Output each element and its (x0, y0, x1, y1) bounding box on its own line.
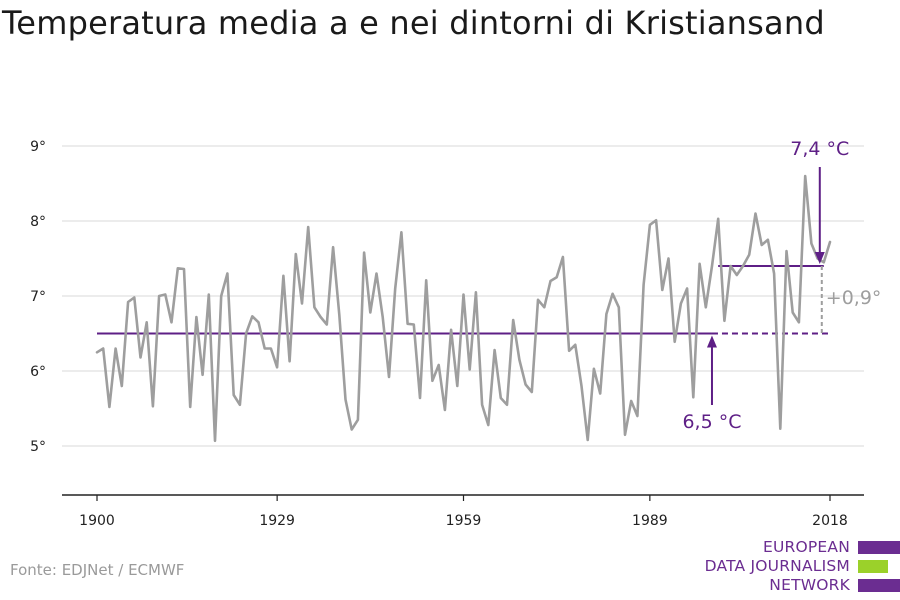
logo-line-data-journalism: DATA JOURNALISM (704, 557, 850, 575)
y-axis-ticks: 5° 6° 7° 8° 9° (30, 139, 46, 455)
x-tick-label-1929: 1929 (259, 513, 295, 529)
baseline-average-arrow-head (706, 335, 717, 348)
y-tick-label-6: 6° (30, 364, 46, 380)
logo-bar-green (858, 560, 888, 573)
recent-average-label: 7,4 °C (790, 138, 849, 160)
x-tick-label-1989: 1989 (632, 513, 668, 529)
series-layer (95, 174, 832, 443)
x-axis: 1900 1929 1959 1989 2018 (62, 494, 864, 529)
x-tick-label-1959: 1959 (446, 513, 482, 529)
logo-bar-purple-top (858, 541, 900, 554)
logo-line-network: NETWORK (769, 576, 850, 594)
baseline-average-label: 6,5 °C (682, 411, 741, 433)
recent-average-arrow-head (814, 252, 825, 264)
logo-bar-purple-bottom (858, 579, 900, 592)
annotations: +0,9° 7,4 °C 6,5 °C (682, 138, 881, 433)
y-tick-label-9: 9° (30, 139, 46, 155)
edjnet-logo: EUROPEAN DATA JOURNALISM NETWORK (700, 538, 900, 598)
difference-label: +0,9° (826, 287, 882, 309)
temperature-series-line (95, 174, 832, 443)
source-note: Fonte: EDJNet / ECMWF (10, 561, 185, 579)
x-tick-label-1900: 1900 (79, 513, 115, 529)
reference-lines (97, 265, 830, 335)
y-tick-label-8: 8° (30, 214, 46, 230)
y-tick-label-5: 5° (30, 439, 46, 455)
logo-line-european: EUROPEAN (762, 538, 850, 556)
y-tick-label-7: 7° (30, 289, 46, 305)
x-tick-label-2018: 2018 (812, 513, 848, 529)
chart-title: Temperatura media a e nei dintorni di Kr… (2, 4, 825, 42)
